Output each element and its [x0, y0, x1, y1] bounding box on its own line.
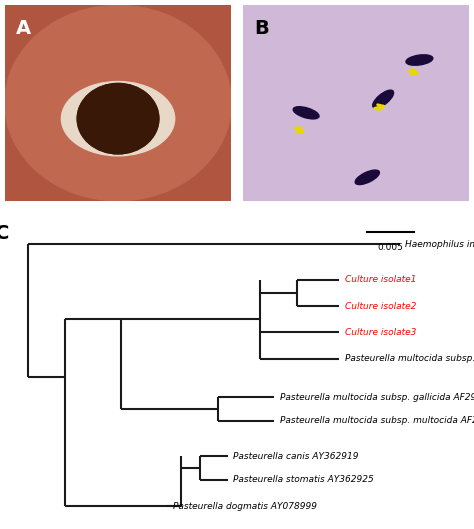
Text: Pasteurella multocida subsp. multocida AF294410: Pasteurella multocida subsp. multocida A…: [280, 416, 474, 425]
Ellipse shape: [293, 107, 319, 119]
Text: Culture isolate2: Culture isolate2: [345, 302, 416, 311]
Text: Pasteurella dogmatis AY078999: Pasteurella dogmatis AY078999: [173, 501, 317, 510]
Text: 0.005: 0.005: [377, 243, 403, 252]
Text: Haemophilus influenzae M35019: Haemophilus influenzae M35019: [405, 240, 474, 249]
Ellipse shape: [355, 170, 379, 185]
Text: C: C: [0, 224, 10, 243]
Text: Pasteurella canis AY362919: Pasteurella canis AY362919: [233, 452, 359, 461]
Ellipse shape: [62, 81, 175, 156]
Text: Pasteurella multocida subsp. gallicida AF294412: Pasteurella multocida subsp. gallicida A…: [280, 393, 474, 402]
Ellipse shape: [406, 55, 433, 65]
Circle shape: [77, 84, 159, 154]
Text: Pasteurella multocida subsp. septica M75052: Pasteurella multocida subsp. septica M75…: [345, 354, 474, 363]
Text: Pasteurella stomatis AY362925: Pasteurella stomatis AY362925: [233, 475, 374, 484]
Ellipse shape: [373, 90, 393, 108]
Ellipse shape: [5, 5, 231, 201]
Text: Culture isolate3: Culture isolate3: [345, 328, 416, 337]
Circle shape: [77, 84, 159, 154]
Text: A: A: [16, 19, 31, 38]
Text: Culture isolate1: Culture isolate1: [345, 275, 416, 284]
Text: B: B: [254, 19, 269, 38]
